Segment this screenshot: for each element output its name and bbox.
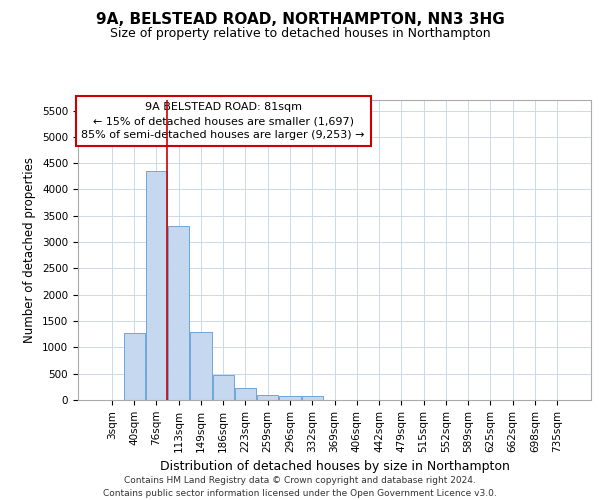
X-axis label: Distribution of detached houses by size in Northampton: Distribution of detached houses by size … [160, 460, 509, 473]
Text: Contains HM Land Registry data © Crown copyright and database right 2024.
Contai: Contains HM Land Registry data © Crown c… [103, 476, 497, 498]
Bar [257, 394, 278, 400]
Y-axis label: Number of detached properties: Number of detached properties [23, 157, 37, 343]
Text: 9A, BELSTEAD ROAD, NORTHAMPTON, NN3 3HG: 9A, BELSTEAD ROAD, NORTHAMPTON, NN3 3HG [95, 12, 505, 28]
Bar [146, 171, 167, 400]
Text: Size of property relative to detached houses in Northampton: Size of property relative to detached ho… [110, 28, 490, 40]
Bar [235, 388, 256, 400]
Bar [168, 226, 189, 400]
Bar [280, 396, 301, 400]
Text: 9A BELSTEAD ROAD: 81sqm
← 15% of detached houses are smaller (1,697)
85% of semi: 9A BELSTEAD ROAD: 81sqm ← 15% of detache… [82, 102, 365, 140]
Bar [212, 374, 234, 400]
Bar [302, 396, 323, 400]
Bar [124, 332, 145, 400]
Bar [190, 332, 212, 400]
